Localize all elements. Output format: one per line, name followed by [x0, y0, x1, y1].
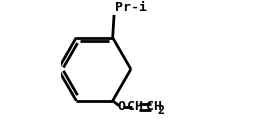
Text: O: O	[118, 100, 126, 113]
Text: 2: 2	[158, 104, 165, 117]
Text: CH: CH	[127, 100, 143, 113]
Text: CH: CH	[146, 100, 162, 113]
Text: Pr-i: Pr-i	[115, 1, 147, 14]
